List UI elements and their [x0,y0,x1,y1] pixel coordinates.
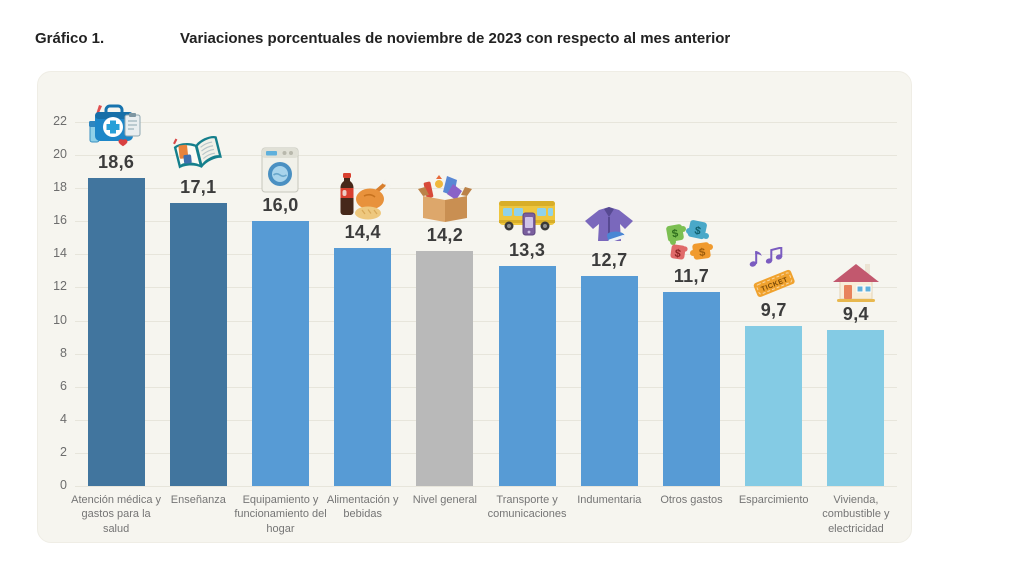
washing-machine-icon [261,147,299,193]
category-label: Equipamiento y funcionamiento del hogar [234,494,327,535]
category-label: Vivienda, combustible y electricidad [822,494,890,535]
category-label: Alimentación y bebidas [326,494,399,521]
bar-money-puzzle [662,292,720,486]
gridline [75,386,897,388]
bar-column: 14,4 [322,72,404,486]
svg-text:$: $ [672,228,680,241]
bar-column: 18,6 [75,72,157,486]
food-and-drink-icon [340,172,391,220]
bar-icon [169,128,227,176]
gridline [75,254,897,256]
bar-column: $ $ $ $ 11,7 [650,72,732,486]
gridline [75,188,897,190]
chart-header: Gráfico 1. Variaciones porcentuales de n… [35,30,730,47]
bar-column: 12,7 [568,72,650,486]
y-axis-tick-label: 8 [60,345,67,360]
figure-title: Variaciones porcentuales de noviembre de… [180,30,731,47]
bar-column: 9,4 [815,72,897,486]
bar-icon [259,146,301,194]
figure-label: Gráfico 1. [35,30,105,47]
bar-icon: $ $ $ $ [665,217,717,265]
medical-kit-icon [89,104,141,147]
gridline [75,155,897,157]
bar-medical-kit [87,178,145,486]
bar-bus-and-phone [498,265,556,486]
bar-washing-machine [251,221,309,486]
bar-product-box [416,251,474,486]
bus-and-phone-icon [499,200,556,236]
y-axis-tick-label: 14 [53,246,67,261]
bar-column: 17,1 [157,72,239,486]
category-label: Nivel general [412,494,477,506]
bar-column: TICKET 9,7 [733,72,815,486]
gridline [75,452,897,454]
bar-icon: TICKET [746,246,802,299]
y-axis-tick-label: 18 [53,180,67,195]
y-axis-tick-label: 12 [53,279,67,294]
plot-area: 0 2 4 6 8 10 12 14 16 18 20 22 18,6 Atención médica … [38,72,911,542]
svg-text:$: $ [699,247,707,260]
category-label: Esparcimiento [738,494,809,506]
bar-icon [497,195,557,239]
bar-value-label: 14,2 [426,225,463,246]
gridline [75,122,897,123]
bar-open-book [169,203,227,486]
ticket-and-music-icon: TICKET [749,246,795,297]
bar-food-and-drink [334,247,392,486]
category-label: Indumentaria [577,494,642,506]
bar-value-label: 17,1 [180,177,217,198]
y-axis-tick-label: 0 [60,478,67,492]
house-icon [832,264,879,303]
y-axis-tick-label: 16 [53,213,67,228]
bar-icon [417,174,473,224]
bar-value-label: 9,7 [760,299,787,320]
bar-icon [831,259,881,303]
y-axis-tick-label: 10 [53,312,67,327]
category-label: Transporte y comunicaciones [487,494,567,521]
y-axis-tick-label: 20 [53,147,67,162]
bar-value-label: 18,6 [97,152,135,173]
y-axis-tick-label: 22 [53,114,67,128]
bar-icon [87,103,145,151]
svg-text:$: $ [694,225,702,238]
bar-value-label: 13,3 [508,239,546,260]
money-puzzle-icon: $ $ $ $ [666,220,714,261]
gridline [75,320,897,322]
bar-value-label: 16,0 [262,195,299,216]
bar-icon [581,203,637,249]
bar-column: 16,0 [239,72,321,486]
y-axis-tick-label: 2 [60,444,67,459]
gridline [75,353,897,355]
category-label: Atención médica y gastos para la salud [71,494,162,535]
bar-column: 13,3 [486,72,568,486]
open-book-icon [173,136,223,169]
y-axis-tick-label: 4 [60,411,67,426]
category-label: Enseñanza [170,494,226,506]
product-box-icon [417,175,472,223]
svg-text:$: $ [674,248,682,261]
bar-jacket [580,275,638,486]
bar-icon [334,171,392,221]
gridline [75,419,897,421]
category-label: Otros gastos [660,494,723,506]
bar-value-label: 9,4 [842,304,869,325]
gridline [75,486,897,487]
jacket-icon [585,206,634,243]
bar-ticket-and-music [745,325,803,486]
y-axis-tick-label: 6 [60,378,67,393]
gridline [75,221,897,223]
bar-column: 14,2 [404,72,486,486]
bar-house [827,330,885,486]
gridline [75,287,897,289]
chart-panel: 0 2 4 6 8 10 12 14 16 18 20 22 18,6 Atención médica … [37,71,912,543]
bar-value-label: 12,7 [591,249,628,270]
bar-value-label: 14,4 [344,221,381,242]
bar-value-label: 11,7 [673,266,710,287]
